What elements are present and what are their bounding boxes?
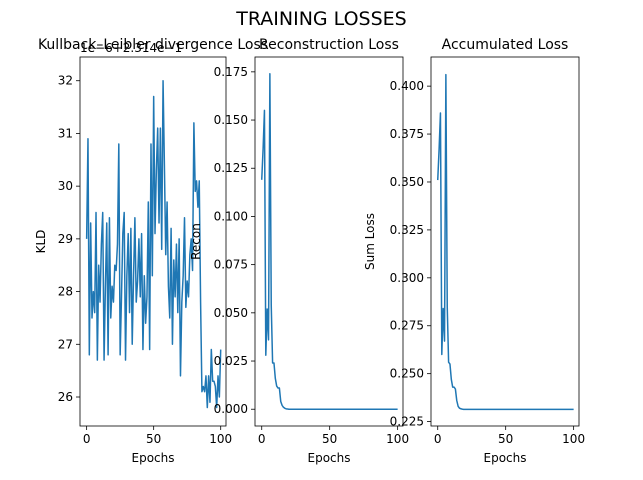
kld-xtick-label-0: 0 (83, 432, 91, 446)
sum-xtick-label-1: 50 (498, 432, 513, 446)
sum-xlabel: Epochs (484, 451, 527, 465)
sum-axes-frame (430, 56, 580, 427)
recon-xtick-label-1: 50 (322, 432, 337, 446)
kld-ytick-label-3: 29 (58, 232, 73, 246)
kld-xtick-label-2: 100 (209, 432, 232, 446)
sum-ytick-label-5: 0.350 (390, 175, 424, 189)
sum-title: Accumulated Loss (442, 37, 569, 53)
sum-ytick-label-7: 0.400 (390, 79, 424, 93)
kld-ytick-label-4: 30 (58, 179, 73, 193)
recon-series-line-0 (260, 73, 398, 410)
sum-ytick-label-1: 0.250 (390, 367, 424, 381)
kld-series-line-0 (85, 79, 222, 409)
kld-ytick-label-6: 32 (58, 74, 73, 88)
sum-series-line-0 (436, 73, 574, 411)
recon-ytick-label-6: 0.150 (214, 113, 248, 127)
kld-ytick-label-0: 26 (58, 390, 73, 404)
kld-xlabel: Epochs (132, 451, 175, 465)
recon-title: Reconstruction Loss (259, 37, 399, 53)
recon-ytick-label-5: 0.125 (214, 161, 248, 175)
kld-xtick-label-1: 50 (146, 432, 161, 446)
recon-xlabel: Epochs (308, 451, 351, 465)
kld-axes-frame (79, 56, 227, 427)
sum-xtick-label-0: 0 (434, 432, 442, 446)
kld-offset-text: 1e−6+2.314e−1 (80, 41, 182, 55)
sum-ylabel: Sum Loss (363, 213, 377, 270)
kld-title: Kullback–Leibler divergence Loss (38, 37, 268, 53)
recon-ytick-label-4: 0.100 (214, 209, 248, 223)
kld-ytick-label-1: 27 (58, 337, 73, 351)
recon-xtick-label-0: 0 (258, 432, 266, 446)
figure-suptitle: TRAINING LOSSES (235, 8, 406, 30)
kld-ylabel: KLD (34, 230, 48, 254)
recon-ytick-label-7: 0.175 (214, 65, 248, 79)
sum-ytick-label-4: 0.325 (390, 223, 424, 237)
sum-ytick-label-2: 0.275 (390, 319, 424, 333)
sum-xtick-label-2: 100 (562, 432, 585, 446)
recon-xtick-label-2: 100 (386, 432, 409, 446)
recon-ylabel: Recon (189, 223, 203, 260)
recon-ytick-label-3: 0.075 (214, 258, 248, 272)
recon-ytick-label-0: 0.000 (214, 402, 248, 416)
recon-ytick-label-2: 0.050 (214, 306, 248, 320)
recon-ytick-label-1: 0.025 (214, 354, 248, 368)
sum-ytick-label-3: 0.300 (390, 271, 424, 285)
sum-ytick-label-6: 0.375 (390, 127, 424, 141)
kld-ytick-label-5: 31 (58, 126, 73, 140)
recon-axes-frame (254, 56, 404, 427)
sum-ytick-label-0: 0.225 (390, 415, 424, 429)
kld-ytick-label-2: 28 (58, 285, 73, 299)
